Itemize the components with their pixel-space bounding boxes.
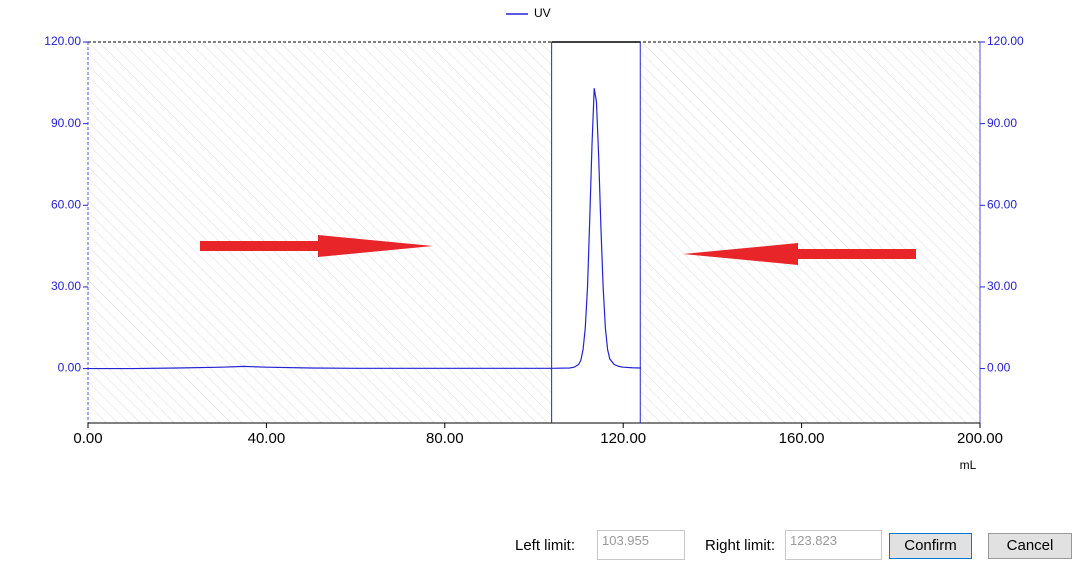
excluded-region: [640, 42, 980, 423]
x-tick-label: 0.00: [73, 430, 102, 447]
x-axis-label: mL: [960, 458, 977, 472]
x-tick-label: 200.00: [957, 430, 1003, 447]
y2-tick-label: 90.00: [987, 116, 1017, 130]
arrow-left: [683, 243, 916, 265]
right-limit-label: Right limit:: [705, 537, 776, 554]
x-tick-label: 80.00: [426, 430, 464, 447]
y2-tick-label: 120.00: [987, 34, 1024, 48]
excluded-region: [88, 42, 552, 423]
x-tick-label: 160.00: [779, 430, 825, 447]
y2-tick-label: 0.00: [987, 361, 1011, 375]
legend-label: UV: [534, 6, 551, 20]
x-tick-label: 120.00: [600, 430, 646, 447]
y-tick-label: 30.00: [51, 279, 81, 293]
y-tick-label: 60.00: [51, 197, 81, 211]
y-tick-label: 120.00: [44, 34, 81, 48]
y2-tick-label: 30.00: [987, 279, 1017, 293]
chart: UV mL 0.00 40.00 80.00 120.00 160.00 200.00 0.…: [44, 6, 1024, 472]
confirm-button[interactable]: Confirm: [889, 533, 972, 559]
y-tick-label: 0.00: [58, 361, 82, 375]
x-tick-label: 40.00: [248, 430, 286, 447]
y-tick-label: 90.00: [51, 116, 81, 130]
series-line: [88, 88, 642, 370]
right-limit-input[interactable]: 123.823: [785, 530, 882, 560]
y2-tick-label: 60.00: [987, 197, 1017, 211]
cancel-button[interactable]: Cancel: [988, 533, 1072, 559]
left-limit-label: Left limit:: [515, 537, 576, 554]
left-limit-input[interactable]: 103.955: [597, 530, 685, 560]
arrow-right: [200, 235, 433, 257]
